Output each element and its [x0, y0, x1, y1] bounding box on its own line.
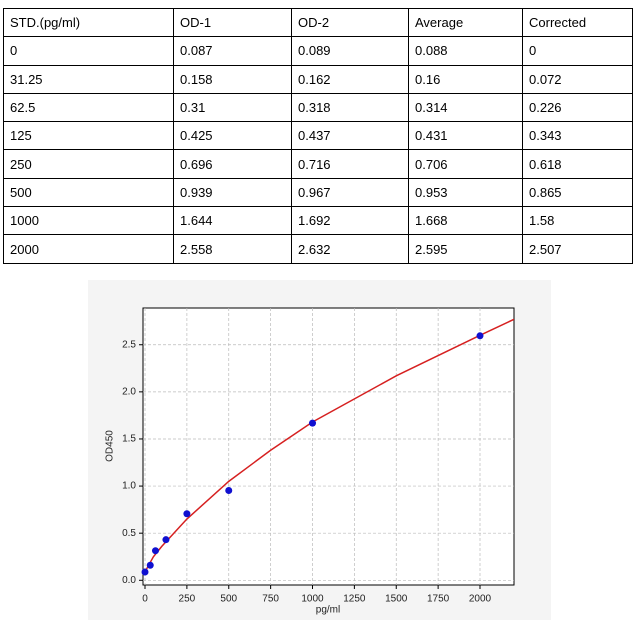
table-cell: OD-1 — [173, 7, 292, 38]
table-cell: 0.716 — [291, 149, 409, 179]
table-cell: 0.089 — [291, 36, 409, 66]
table-cell: 0.314 — [408, 92, 523, 123]
table-cell: 0.425 — [173, 121, 292, 151]
table-cell: 0.706 — [408, 149, 523, 179]
table-cell: 0.865 — [522, 177, 633, 208]
x-tick-label: 1000 — [301, 594, 324, 605]
table-cell: 1000 — [3, 206, 174, 236]
table-cell: 1.692 — [291, 206, 409, 236]
x-tick-label: 2000 — [469, 594, 492, 605]
table-cell: 0.343 — [522, 121, 633, 151]
table-cell: 0.953 — [408, 177, 523, 208]
x-tick-label: 1500 — [385, 594, 408, 605]
plot-area — [142, 307, 515, 586]
chart: pg/ml OD450 0.0 0.5 1.0 1.5 2.0 2.5 0 250 500 750… — [88, 280, 551, 620]
table-cell: 0.618 — [522, 149, 633, 179]
data-point — [162, 536, 170, 544]
data-point — [141, 568, 149, 576]
table-cell: 0 — [3, 36, 174, 66]
x-tick-label: 250 — [179, 594, 196, 605]
table-row: 250 0.696 0.716 0.706 0.618 — [3, 149, 633, 179]
table-cell: 1.644 — [173, 206, 292, 236]
data-point — [225, 486, 233, 494]
x-tick-label: 1750 — [427, 594, 450, 605]
table-row: 1000 1.644 1.692 1.668 1.58 — [3, 206, 633, 236]
y-tick-label: 0.0 — [122, 575, 136, 586]
table-cell: 2.595 — [408, 234, 523, 264]
table-cell: 0.226 — [522, 92, 633, 123]
table-cell: 0.437 — [291, 121, 409, 151]
table-cell: 0.158 — [173, 64, 292, 94]
table-cell: 0.16 — [408, 64, 523, 94]
table-cell: 0 — [522, 36, 633, 66]
table-row: 62.5 0.31 0.318 0.314 0.226 — [3, 92, 633, 123]
table-cell: 0.431 — [408, 121, 523, 151]
table-cell: STD.(pg/ml) — [3, 7, 174, 38]
table-cell: 250 — [3, 149, 174, 179]
data-point — [309, 419, 317, 427]
table-cell: 0.318 — [291, 92, 409, 123]
data-point — [183, 510, 191, 518]
table-cell: 0.31 — [173, 92, 292, 123]
table-cell: 0.939 — [173, 177, 292, 208]
table-cell: 500 — [3, 177, 174, 208]
table-cell: 2.632 — [291, 234, 409, 264]
table-cell: 1.668 — [408, 206, 523, 236]
table-row: 0 0.087 0.089 0.088 0 — [3, 36, 633, 66]
table-cell: 1.58 — [522, 206, 633, 236]
x-tick-label: 750 — [262, 594, 279, 605]
y-tick-label: 2.0 — [122, 386, 136, 397]
table-cell: 31.25 — [3, 64, 174, 94]
data-point — [146, 561, 154, 569]
table-cell: 0.696 — [173, 149, 292, 179]
table-cell: 2000 — [3, 234, 174, 264]
table-cell: OD-2 — [291, 7, 409, 38]
table-cell: 0.072 — [522, 64, 633, 94]
table-row: 31.25 0.158 0.162 0.16 0.072 — [3, 64, 633, 94]
table-cell: 0.162 — [291, 64, 409, 94]
table-cell: 0.967 — [291, 177, 409, 208]
x-tick-label: 0 — [142, 594, 148, 605]
table-cell: 0.087 — [173, 36, 292, 66]
table-cell: 125 — [3, 121, 174, 151]
x-tick-label: 500 — [220, 594, 237, 605]
table-row: 2000 2.558 2.632 2.595 2.507 — [3, 234, 633, 264]
data-point — [476, 332, 484, 340]
table-cell: 0.088 — [408, 36, 523, 66]
x-axis-label: pg/ml — [316, 605, 340, 616]
table-row: 500 0.939 0.967 0.953 0.865 — [3, 177, 633, 208]
header-row: STD.(pg/ml) OD-1 OD-2 Average Corrected — [3, 7, 633, 38]
table-cell: 2.507 — [522, 234, 633, 264]
x-tick-label: 1250 — [343, 594, 366, 605]
table-cell: 62.5 — [3, 92, 174, 123]
table-cell: Corrected — [522, 7, 633, 38]
y-tick-label: 1.5 — [122, 434, 136, 445]
table-row: 125 0.425 0.437 0.431 0.343 — [3, 121, 633, 151]
data-point — [151, 547, 159, 555]
data-table: STD.(pg/ml) OD-1 OD-2 Average Corrected 0 0.08… — [3, 7, 633, 264]
y-tick-label: 0.5 — [122, 528, 136, 539]
table-cell: Average — [408, 7, 523, 38]
table-cell: 2.558 — [173, 234, 292, 264]
y-axis-label: OD450 — [105, 430, 116, 462]
y-tick-label: 2.5 — [122, 339, 136, 350]
y-tick-label: 1.0 — [122, 481, 136, 492]
